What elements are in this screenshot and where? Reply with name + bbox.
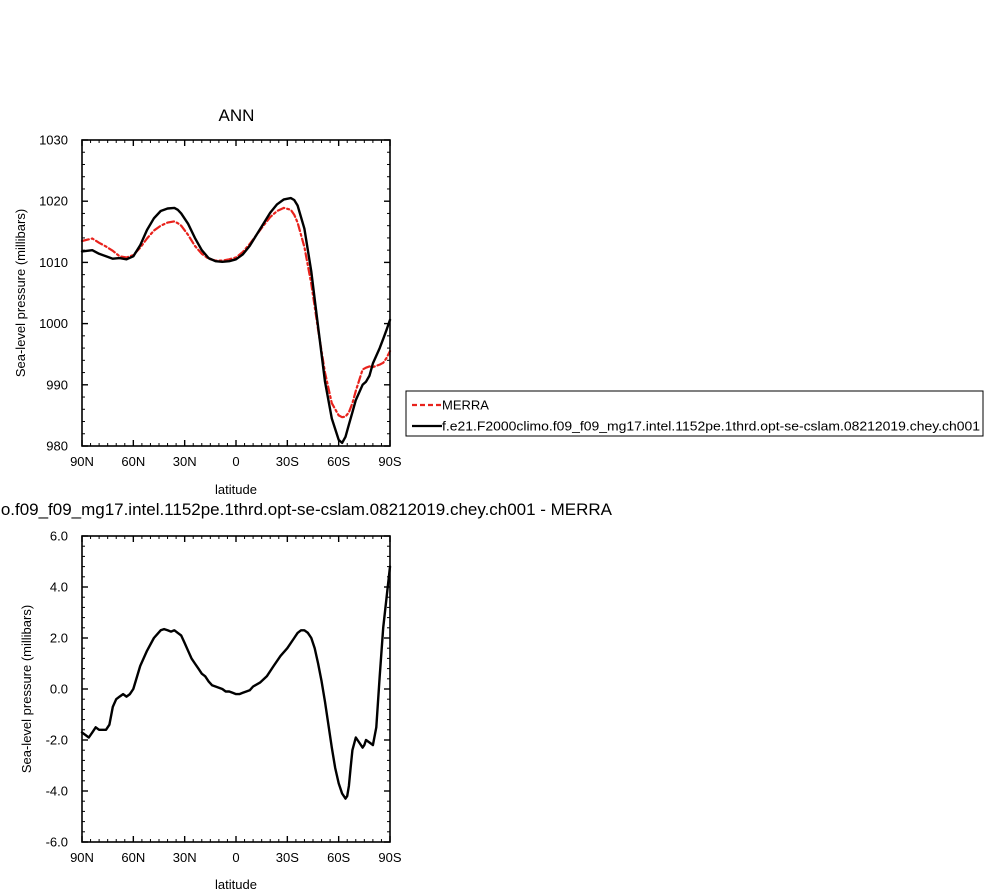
series-line-1 (80, 196, 392, 445)
y-tick-label: 6.0 (50, 529, 68, 544)
y-tick-label: -2.0 (46, 733, 68, 748)
x-tick-label: 30N (173, 850, 197, 865)
x-tick-label: 60N (121, 454, 145, 469)
y-tick-label: 990 (46, 377, 68, 392)
top-chart-title: ANN (219, 106, 255, 125)
x-tick-label: 60S (327, 850, 350, 865)
y-tick-label: 2.0 (50, 631, 68, 646)
y-tick-label: 1000 (39, 316, 68, 331)
x-tick-label: 60S (327, 454, 350, 469)
y-tick-label: 0.0 (50, 682, 68, 697)
top-y-axis-label: Sea-level pressure (millibars) (13, 209, 28, 377)
y-tick-label: 980 (46, 439, 68, 454)
bottom-chart-title: f.e21.F2000climo.f09_f09_mg17.intel.1152… (0, 500, 613, 519)
y-tick-label: -4.0 (46, 784, 68, 799)
x-tick-label: 0 (232, 454, 239, 469)
x-tick-label: 90N (70, 850, 94, 865)
legend-box (405, 390, 984, 437)
legend-label-model: f.e21.F2000climo.f09_f09_mg17.intel.1152… (442, 419, 980, 434)
legend: MERRA f.e21.F2000climo.f09_f09_mg17.inte… (405, 390, 984, 437)
x-tick-label: 30S (276, 850, 299, 865)
x-tick-label: 90S (378, 850, 401, 865)
x-tick-label: 0 (232, 850, 239, 865)
series-line-0 (80, 565, 392, 800)
bottom-x-axis-label: latitude (215, 877, 257, 892)
legend-label-merra: MERRA (442, 398, 489, 413)
series-line-0 (80, 206, 392, 419)
x-tick-label: 30S (276, 454, 299, 469)
x-tick-label: 90S (378, 454, 401, 469)
y-tick-label: 1020 (39, 194, 68, 209)
top-chart: ANN 980 990 1000 1010 1020 1030 90N 60N 30N 0 30S… (13, 106, 402, 497)
x-tick-label: 30N (173, 454, 197, 469)
x-tick-label: 60N (121, 850, 145, 865)
top-x-axis-label: latitude (215, 482, 257, 497)
bottom-y-axis-label: Sea-level pressure (millibars) (19, 605, 34, 773)
y-tick-label: 1010 (39, 255, 68, 270)
y-tick-label: -6.0 (46, 835, 68, 850)
y-tick-label: 4.0 (50, 580, 68, 595)
x-tick-label: 90N (70, 454, 94, 469)
y-tick-label: 1030 (39, 133, 68, 148)
top-plot-frame (81, 139, 391, 447)
bottom-chart: f.e21.F2000climo.f09_f09_mg17.intel.1152… (0, 500, 613, 892)
